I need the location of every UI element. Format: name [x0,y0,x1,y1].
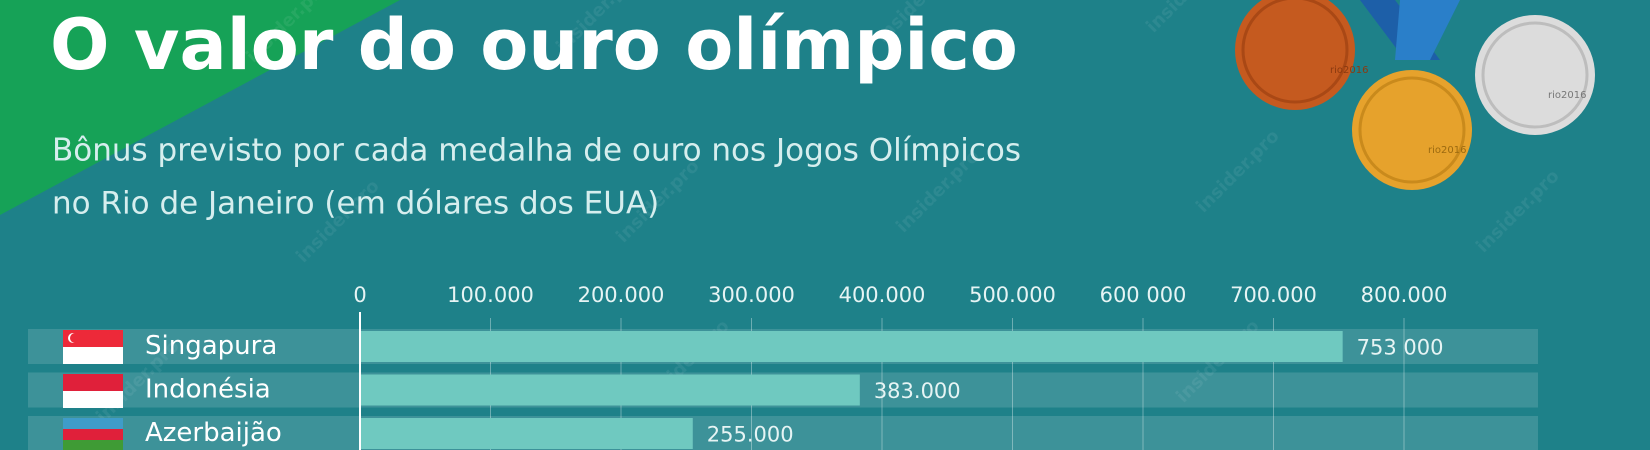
silver-medal [1475,15,1595,135]
gold-medal [1352,70,1472,190]
x-tick-label: 600 000 [1100,283,1187,307]
category-label: Azerbaijão [145,418,282,448]
bar [360,374,860,406]
corner-decoration [0,0,400,215]
x-tick-label: 400.000 [839,283,926,307]
flag-singapore [63,330,123,364]
bar [360,418,693,449]
medal-text: rio2016 [1428,145,1466,156]
watermark: insider.pro [1472,166,1563,257]
medals: rio2016 rio2016 rio2016 [1235,0,1595,190]
watermark: insider.pro [1192,126,1283,217]
x-tick-label: 500.000 [969,283,1056,307]
subtitle: Bônus previsto por cada medalha de ouro … [52,133,1021,169]
watermark: insider.pro [1142,0,1233,37]
chart-title: O valor do ouro olímpico [50,4,1018,86]
flag-indonesia [63,374,123,408]
medal-text: rio2016 [1548,90,1586,101]
value-label: 255.000 [707,423,794,447]
subtitle: no Rio de Janeiro (em dólares dos EUA) [52,186,659,222]
x-tick-label: 200.000 [578,283,665,307]
flag-azerbaijan [63,418,123,450]
category-label: Indonésia [145,375,271,405]
x-tick-label: 700.000 [1230,283,1317,307]
medal-ring [1241,0,1349,104]
bronze-medal [1235,0,1355,110]
x-tick-label: 800.000 [1361,283,1448,307]
ribbon [1395,0,1460,60]
category-label: Singapura [145,331,277,361]
row-background [28,416,1538,450]
medal-ring [1358,76,1466,184]
medal-ring [1481,21,1589,129]
value-label: 383.000 [874,379,961,403]
bar [360,331,1343,362]
x-tick-label: 0 [353,283,366,307]
x-tick-label: 300.000 [708,283,795,307]
medal-text: rio2016 [1330,65,1368,76]
value-label: 753 000 [1357,336,1444,360]
x-tick-label: 100.000 [447,283,534,307]
